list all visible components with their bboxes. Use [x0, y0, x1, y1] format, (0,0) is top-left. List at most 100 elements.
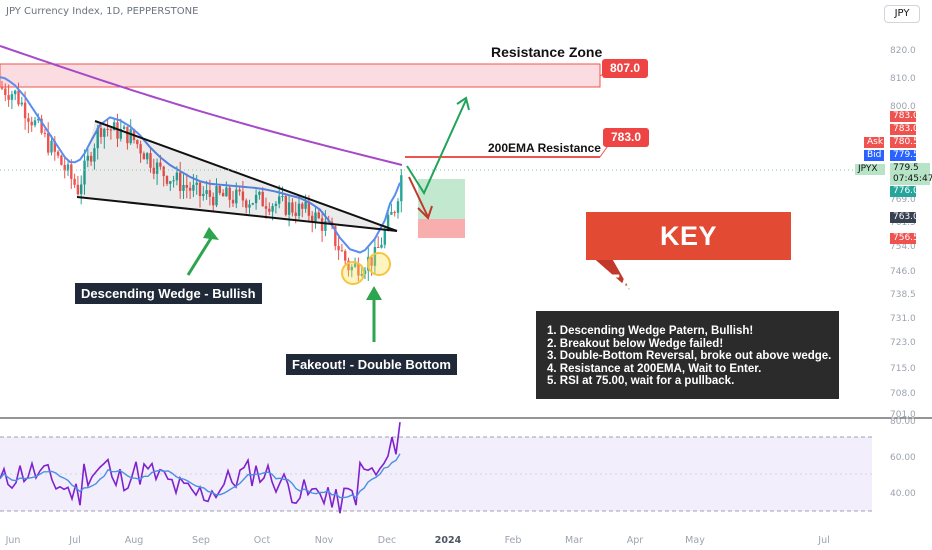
price-tag-low-green: 776.0: [890, 186, 919, 197]
candle-body: [251, 203, 254, 205]
candle-body: [268, 208, 271, 212]
candle-body: [182, 184, 185, 191]
candle-body: [245, 200, 248, 208]
fakeout-arrowhead: [366, 286, 382, 300]
candle-body: [297, 203, 301, 216]
candle-body: [113, 122, 116, 131]
candle-body: [40, 118, 43, 133]
rsi-ma-line: [0, 453, 401, 499]
takeaway-item: 4. Resistance at 200EMA, Wait to Enter.: [547, 362, 762, 375]
wedge-label: Descending Wedge - Bullish: [75, 283, 262, 304]
candle-body: [14, 90, 17, 95]
price-tick-label: 754.0: [890, 242, 916, 252]
rsi-tick-label: 40.00: [890, 489, 916, 499]
candle-body: [360, 273, 363, 276]
ema-resistance-label: 200EMA Resistance: [488, 141, 601, 155]
candle-body: [304, 201, 307, 209]
candle-body: [324, 221, 327, 231]
candle-body: [225, 187, 228, 197]
bid-label: Bid: [864, 150, 884, 161]
takeaways-box: 1. Descending Wedge Patern, Bullish! 2. …: [536, 311, 839, 399]
candle-body: [17, 90, 20, 105]
candle-body: [66, 164, 70, 171]
candle-body: [185, 184, 188, 188]
time-tick-label: Aug: [125, 535, 144, 546]
candle-body: [301, 203, 304, 209]
candle-body: [192, 184, 195, 191]
price-tick-label: 810.0: [890, 74, 916, 84]
candle-body: [370, 256, 373, 266]
candle-body: [291, 202, 294, 213]
candle-body: [386, 214, 390, 230]
price-tick-label: 715.0: [890, 364, 916, 374]
candle-body: [179, 172, 182, 191]
candle-body: [241, 191, 245, 201]
candle-body: [363, 270, 367, 274]
candle-body: [320, 218, 324, 231]
candle-body: [231, 199, 235, 204]
candle-body: [37, 118, 40, 121]
candle-body: [165, 176, 169, 184]
candle-body: [86, 155, 89, 161]
candle-body: [278, 196, 281, 204]
candle-body: [195, 182, 198, 185]
price-tick-label: 738.5: [890, 290, 916, 300]
time-tick-label: Oct: [254, 535, 271, 546]
price-tag-red-low: 756.5: [890, 233, 919, 244]
candle-body: [109, 129, 113, 131]
candle-body: [80, 184, 83, 195]
candle-body: [353, 263, 357, 267]
chart-title: JPY Currency Index, 1D, PEPPERSTONE: [6, 6, 199, 17]
candle-body: [99, 127, 103, 137]
price-tick-label: 769.0: [890, 195, 916, 205]
candle-body: [400, 175, 403, 202]
candle-body: [261, 191, 264, 207]
candle-body: [33, 120, 37, 126]
candle-body: [20, 102, 23, 105]
ema200-line: [0, 45, 403, 166]
candle-body: [390, 211, 393, 215]
candle-body: [7, 95, 10, 100]
candle-body: [73, 178, 76, 185]
candle-body: [198, 182, 202, 197]
candle-body: [96, 127, 99, 149]
pullback-arrowhead: [417, 205, 433, 220]
candle-body: [350, 266, 353, 271]
candle-body: [337, 246, 340, 251]
ask-value: 780.5: [890, 137, 919, 148]
price-tag-high: 783.0: [890, 111, 919, 122]
candle-body: [53, 140, 56, 152]
candle-body: [281, 196, 284, 198]
candle-body: [4, 88, 7, 96]
candle-body: [258, 191, 261, 195]
double-bottom-circle-2: [367, 252, 391, 276]
time-tick-label: Nov: [315, 535, 334, 546]
candle-body: [175, 172, 179, 181]
candle-body: [396, 201, 400, 213]
time-tick-label: Jul: [817, 535, 829, 546]
price-tick-label: 746.0: [890, 267, 916, 277]
time-tick-label: Jul: [68, 535, 80, 546]
candle-body: [63, 164, 66, 171]
time-tick-label: May: [685, 535, 705, 546]
candle-body: [317, 212, 320, 219]
candle-body: [10, 94, 14, 100]
time-tick-label: Dec: [378, 535, 396, 546]
candle-body: [47, 133, 50, 153]
wedge-arrow: [186, 234, 215, 276]
candle-body: [89, 155, 93, 162]
wedge-fill: [77, 121, 397, 231]
candle-body: [294, 212, 297, 216]
candle-body: [139, 144, 142, 154]
candle-body: [152, 167, 155, 174]
candle-body: [116, 122, 119, 139]
candle-body: [122, 126, 126, 130]
symbol-button[interactable]: JPY: [884, 5, 920, 23]
ema-fast-line: [0, 76, 401, 254]
candle-body: [218, 186, 221, 193]
key-takeaways-title: KEY TAKEAWAYS: [586, 212, 791, 299]
candle-body: [311, 215, 314, 223]
candle-body: [212, 196, 215, 206]
candle-body: [27, 118, 30, 122]
